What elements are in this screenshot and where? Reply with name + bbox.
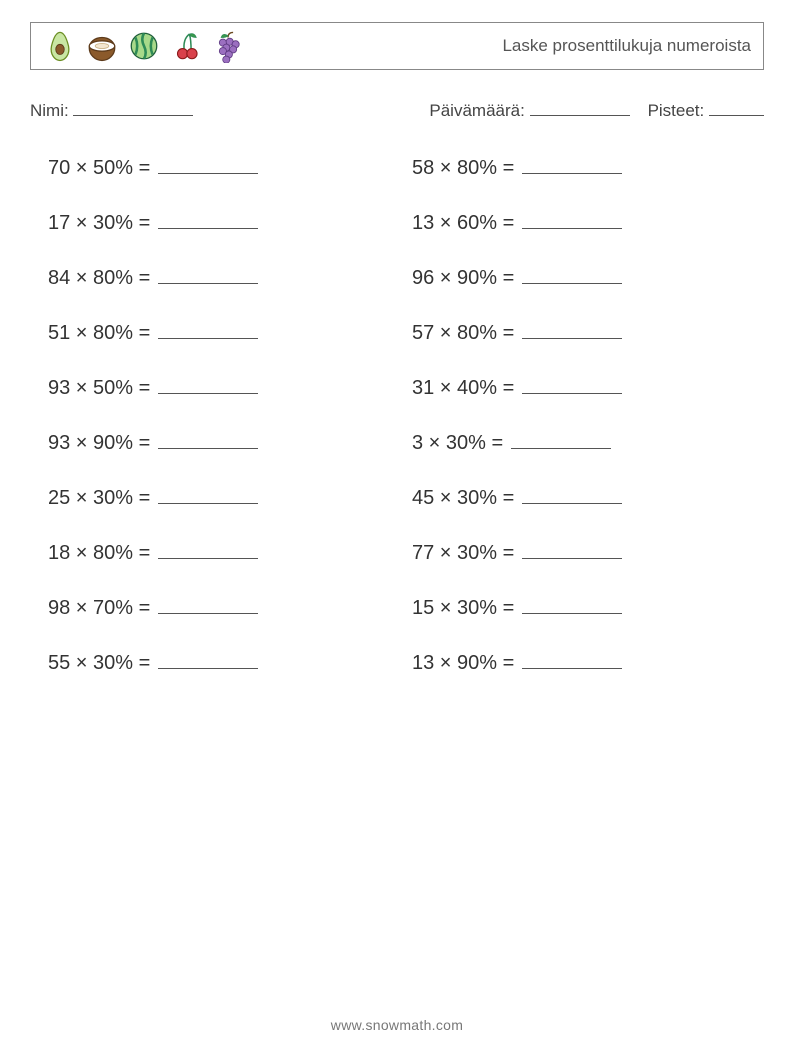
problem-item: 84 × 80% = (48, 263, 382, 290)
answer-blank[interactable] (522, 208, 622, 229)
problem-expression: 93 × 90% = (48, 432, 156, 454)
answer-blank[interactable] (158, 208, 258, 229)
cherry-icon (169, 29, 203, 63)
problem-item: 13 × 60% = (412, 208, 746, 235)
answer-blank[interactable] (522, 263, 622, 284)
score-label: Pisteet: (648, 101, 705, 120)
problem-expression: 51 × 80% = (48, 322, 156, 344)
problem-item: 45 × 30% = (412, 483, 746, 510)
answer-blank[interactable] (522, 538, 622, 559)
problem-item: 77 × 30% = (412, 538, 746, 565)
problem-item: 93 × 50% = (48, 373, 382, 400)
problem-item: 58 × 80% = (412, 153, 746, 180)
problem-item: 51 × 80% = (48, 318, 382, 345)
problem-expression: 3 × 30% = (412, 432, 509, 454)
problem-expression: 18 × 80% = (48, 542, 156, 564)
problem-item: 57 × 80% = (412, 318, 746, 345)
answer-blank[interactable] (158, 593, 258, 614)
problem-expression: 25 × 30% = (48, 487, 156, 509)
answer-blank[interactable] (522, 483, 622, 504)
problem-expression: 93 × 50% = (48, 377, 156, 399)
problem-item: 13 × 90% = (412, 648, 746, 675)
answer-blank[interactable] (158, 538, 258, 559)
answer-blank[interactable] (522, 648, 622, 669)
answer-blank[interactable] (522, 373, 622, 394)
answer-blank[interactable] (522, 593, 622, 614)
date-field: Päivämäärä: (429, 98, 629, 121)
problem-expression: 77 × 30% = (412, 542, 520, 564)
problem-item: 3 × 30% = (412, 428, 746, 455)
answer-blank[interactable] (522, 153, 622, 174)
answer-blank[interactable] (158, 373, 258, 394)
problems-grid: 70 × 50% = 58 × 80% = 17 × 30% = 13 × 60… (30, 153, 764, 675)
name-blank[interactable] (73, 98, 193, 116)
date-label: Päivämäärä: (429, 101, 524, 120)
problem-item: 93 × 90% = (48, 428, 382, 455)
problem-expression: 58 × 80% = (412, 157, 520, 179)
name-field: Nimi: (30, 98, 193, 121)
problem-expression: 70 × 50% = (48, 157, 156, 179)
problem-expression: 98 × 70% = (48, 597, 156, 619)
name-label: Nimi: (30, 101, 69, 120)
problem-item: 25 × 30% = (48, 483, 382, 510)
problem-expression: 84 × 80% = (48, 267, 156, 289)
problem-item: 55 × 30% = (48, 648, 382, 675)
coconut-icon (85, 29, 119, 63)
fruit-icons (43, 29, 245, 63)
problem-item: 17 × 30% = (48, 208, 382, 235)
answer-blank[interactable] (158, 428, 258, 449)
problem-expression: 13 × 60% = (412, 212, 520, 234)
problem-item: 18 × 80% = (48, 538, 382, 565)
problem-item: 70 × 50% = (48, 153, 382, 180)
date-blank[interactable] (530, 98, 630, 116)
answer-blank[interactable] (158, 318, 258, 339)
avocado-icon (43, 29, 77, 63)
problem-expression: 57 × 80% = (412, 322, 520, 344)
problem-expression: 31 × 40% = (412, 377, 520, 399)
problem-expression: 17 × 30% = (48, 212, 156, 234)
problem-item: 31 × 40% = (412, 373, 746, 400)
problem-expression: 45 × 30% = (412, 487, 520, 509)
grapes-icon (211, 29, 245, 63)
page-title: Laske prosenttilukuja numeroista (502, 36, 751, 56)
info-row: Nimi: Päivämäärä: Pisteet: (30, 98, 764, 121)
problem-expression: 55 × 30% = (48, 652, 156, 674)
answer-blank[interactable] (522, 318, 622, 339)
problem-item: 98 × 70% = (48, 593, 382, 620)
answer-blank[interactable] (158, 648, 258, 669)
answer-blank[interactable] (158, 483, 258, 504)
header: Laske prosenttilukuja numeroista (30, 22, 764, 70)
problem-expression: 96 × 90% = (412, 267, 520, 289)
answer-blank[interactable] (158, 263, 258, 284)
answer-blank[interactable] (511, 428, 611, 449)
score-blank[interactable] (709, 98, 764, 116)
score-field: Pisteet: (648, 98, 764, 121)
answer-blank[interactable] (158, 153, 258, 174)
problem-item: 96 × 90% = (412, 263, 746, 290)
watermelon-icon (127, 29, 161, 63)
footer-link: www.snowmath.com (0, 1017, 794, 1033)
problem-expression: 15 × 30% = (412, 597, 520, 619)
problem-expression: 13 × 90% = (412, 652, 520, 674)
problem-item: 15 × 30% = (412, 593, 746, 620)
